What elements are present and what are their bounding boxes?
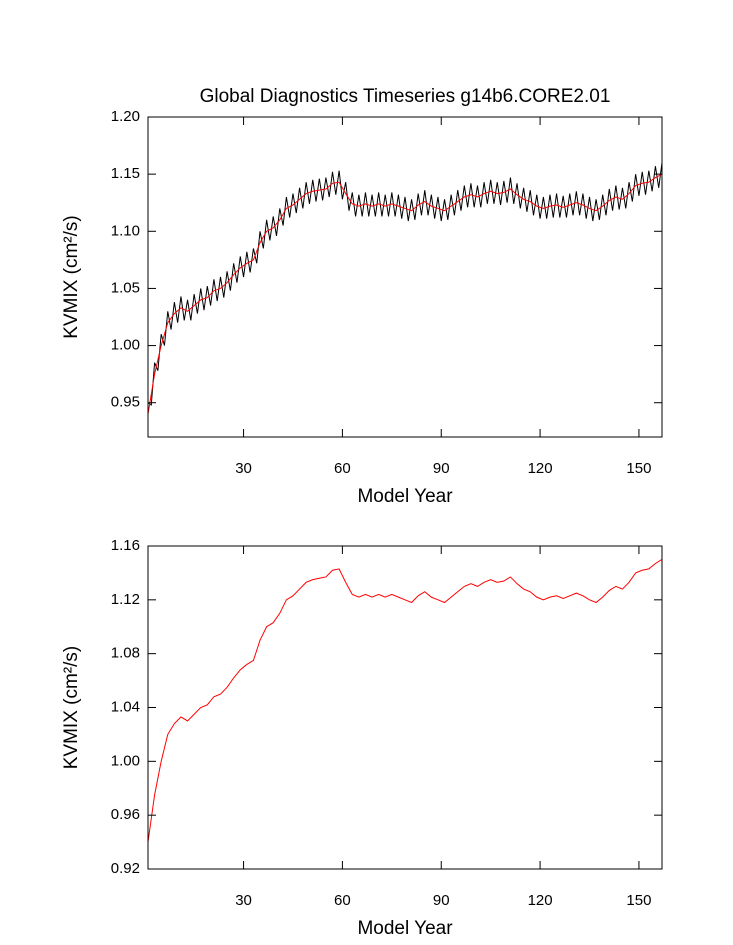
x-tick-label: 90	[433, 892, 450, 909]
x-tick-label: 30	[235, 460, 252, 477]
plot-frame	[147, 116, 663, 438]
y-tick-label: 0.96	[111, 806, 140, 823]
y-axis-title: KVMIX (cm²/s)	[61, 215, 82, 339]
y-tick-label: 1.04	[111, 698, 140, 715]
data-line	[147, 559, 663, 843]
x-tick-label: 90	[433, 460, 450, 477]
x-axis-title: Model Year	[357, 486, 453, 507]
y-tick-label: 1.16	[111, 537, 140, 554]
x-tick-label: 150	[626, 460, 651, 477]
y-tick-label: 0.95	[111, 394, 140, 411]
y-axis-title: KVMIX (cm²/s)	[61, 646, 82, 770]
y-tick-label: 1.00	[111, 752, 140, 769]
data-line	[147, 173, 663, 415]
x-tick-label: 30	[235, 892, 252, 909]
y-tick-label: 1.15	[111, 165, 140, 182]
x-tick-label: 60	[334, 460, 351, 477]
x-tick-label: 60	[334, 892, 351, 909]
y-tick-label: 1.10	[111, 222, 140, 239]
chart-title: Global Diagnostics Timeseries g14b6.CORE…	[200, 86, 611, 107]
y-tick-label: 1.00	[111, 337, 140, 354]
x-tick-label: 120	[528, 460, 553, 477]
data-line	[147, 162, 663, 406]
y-tick-label: 1.05	[111, 279, 140, 296]
x-axis-title: Model Year	[357, 918, 453, 939]
y-tick-label: 1.08	[111, 645, 140, 662]
y-tick-label: 1.20	[111, 108, 140, 125]
y-tick-label: 0.92	[111, 860, 140, 877]
y-tick-label: 1.12	[111, 591, 140, 608]
x-tick-label: 120	[528, 892, 553, 909]
x-tick-label: 150	[626, 892, 651, 909]
